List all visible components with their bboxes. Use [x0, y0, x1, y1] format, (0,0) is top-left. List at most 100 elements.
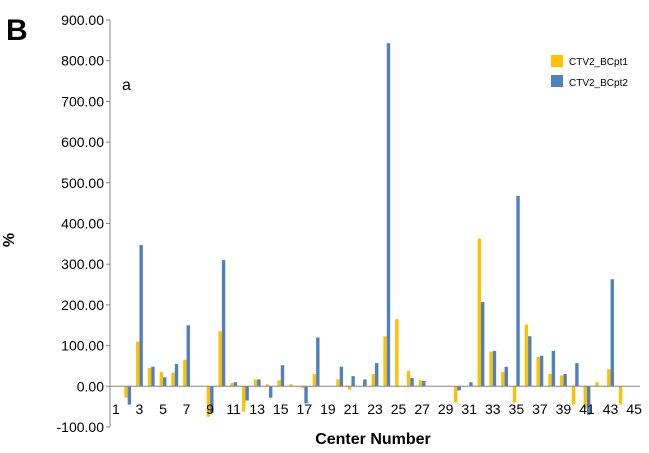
bar-series-2-center-23 [375, 363, 379, 387]
bar-series-1-center-4 [147, 367, 152, 387]
y-tick-labels: -100.00 0.00 100.00 200.00 300.00 400.00 500.0… [57, 12, 110, 435]
y-tick-label: 300.00 [61, 256, 104, 272]
bar-series-1-center-44 [618, 386, 623, 405]
bar-series-2-center-3 [139, 245, 143, 387]
x-tick-label: 5 [159, 401, 167, 417]
bar-series-2-center-36 [528, 336, 532, 387]
y-axis-title: % [1, 233, 18, 247]
bar-series-2-center-35 [516, 195, 520, 387]
bar-series-1-center-27 [418, 380, 423, 387]
bar-series-2-center-40 [575, 363, 579, 387]
bar-series-2-center-31 [469, 382, 473, 387]
bar-series-2-center-24 [386, 43, 391, 387]
y-tick-label: -100.00 [57, 419, 105, 435]
bar-series-2-center-14 [269, 386, 273, 398]
bar-series-2-center-7 [186, 325, 190, 387]
bar-series-2-center-20 [339, 366, 344, 387]
x-tick-label: 45 [626, 401, 642, 417]
bar-series-1-center-15 [277, 380, 281, 387]
bar-series-1-center-21 [348, 386, 352, 390]
bar-series-2-center-13 [257, 379, 261, 387]
bar-series-1-center-16 [289, 384, 293, 387]
y-tick-label: 200.00 [61, 297, 104, 313]
bar-series-1-center-35 [512, 386, 517, 403]
x-tick-label: 23 [367, 401, 383, 417]
bar-series-1-center-5 [159, 372, 163, 387]
bar-series-2-center-43 [610, 279, 614, 387]
x-tick-label: 27 [414, 401, 430, 417]
bar-series-2-center-2 [127, 386, 132, 405]
x-axis-title: Center Number [315, 431, 431, 448]
bar-series-1-center-20 [336, 379, 340, 387]
x-tick-label: 35 [509, 401, 525, 417]
y-tick-label: 800.00 [61, 53, 104, 69]
x-tick-labels: 1 3 5 7 9 11 13 15 17 19 21 23 25 27 29 31 33 35 37 39 41 43 4… [112, 401, 642, 417]
bar-series-1-center-36 [524, 324, 529, 387]
bar-series-1-center-34 [501, 372, 505, 387]
bar-series-1-center-14 [265, 384, 269, 387]
bar-series-2-center-32 [481, 302, 485, 387]
bar-series-2-center-10 [221, 260, 226, 387]
bar-series-1-center-9 [206, 386, 211, 417]
bar-series-1-center-23 [371, 374, 375, 387]
bar-series-1-center-10 [218, 331, 222, 387]
x-tick-label: 7 [183, 401, 191, 417]
bar-series-1-center-17 [300, 386, 305, 389]
bar-series-1-center-12 [242, 386, 246, 412]
bar-series-2-center-4 [151, 366, 155, 387]
y-tick-label: 900.00 [61, 12, 104, 28]
legend-label-series-2: CTV2_BCpt2 [569, 78, 628, 89]
bar-series-2-center-39 [563, 374, 567, 387]
x-tick-label: 13 [249, 401, 265, 417]
x-tick-label: 39 [556, 401, 572, 417]
y-tick-label: 400.00 [61, 216, 104, 232]
bar-series-1-center-42 [595, 382, 599, 387]
bar-series-1-center-3 [136, 341, 140, 387]
x-tick-label: 3 [136, 401, 144, 417]
x-tick-label: 11 [226, 401, 241, 417]
bar-series-1-center-13 [253, 379, 258, 387]
x-tick-label: 41 [579, 401, 595, 417]
bar-series-1-center-2 [124, 386, 128, 398]
panel-label: B [6, 14, 28, 47]
bar-series-2-center-11 [233, 382, 238, 387]
x-tick-label: 33 [485, 401, 501, 417]
x-tick-label: 21 [344, 401, 360, 417]
bar-series-1-center-18 [312, 374, 317, 387]
y-axis: -100.00 0.00 100.00 200.00 300.00 400.00 500.0… [57, 12, 111, 435]
bar-series-2-center-41 [587, 386, 591, 415]
x-tick-label: 1 [112, 401, 120, 417]
y-tick-label: 500.00 [61, 175, 104, 191]
x-tick-label: 37 [532, 401, 548, 417]
bar-series-1-center-30 [454, 386, 458, 403]
bar-series-1-center-37 [536, 357, 540, 387]
bar-series-2-center-12 [245, 386, 249, 401]
bar-series-2-center-22 [363, 379, 367, 387]
bar-series-1-center-25 [395, 319, 399, 387]
bar-series-2-center-27 [422, 381, 426, 387]
bar-series-1-center-39 [560, 375, 564, 387]
bar-series-1-center-40 [571, 386, 576, 405]
subplot-annotation: a [122, 77, 131, 94]
x-tick-label: 43 [603, 401, 619, 417]
x-tick-label: 19 [320, 401, 336, 417]
bar-series-2-center-37 [539, 355, 544, 387]
bar-series-2-center-9 [210, 386, 214, 413]
bar-series-2-center-33 [492, 350, 497, 387]
bar-series-1-center-7 [183, 359, 187, 387]
y-tick-label: 600.00 [61, 134, 104, 150]
bar-series-2-center-34 [504, 366, 508, 387]
bar-series-2-center-18 [316, 337, 320, 387]
legend-swatch-series-2 [551, 75, 563, 87]
x-tick-label: 29 [438, 401, 454, 417]
x-tick-label: 15 [273, 401, 289, 417]
bar-series-2-center-30 [457, 386, 461, 391]
bar-series-2-center-17 [304, 386, 308, 404]
bar-series-2-center-38 [551, 350, 556, 387]
bar-series-2-center-5 [163, 377, 167, 387]
bar-series-1-center-26 [406, 370, 411, 387]
legend-label-series-1: CTV2_BCpt1 [569, 57, 628, 68]
y-tick-label: 100.00 [61, 338, 104, 354]
bar-series-1-center-11 [230, 383, 234, 387]
